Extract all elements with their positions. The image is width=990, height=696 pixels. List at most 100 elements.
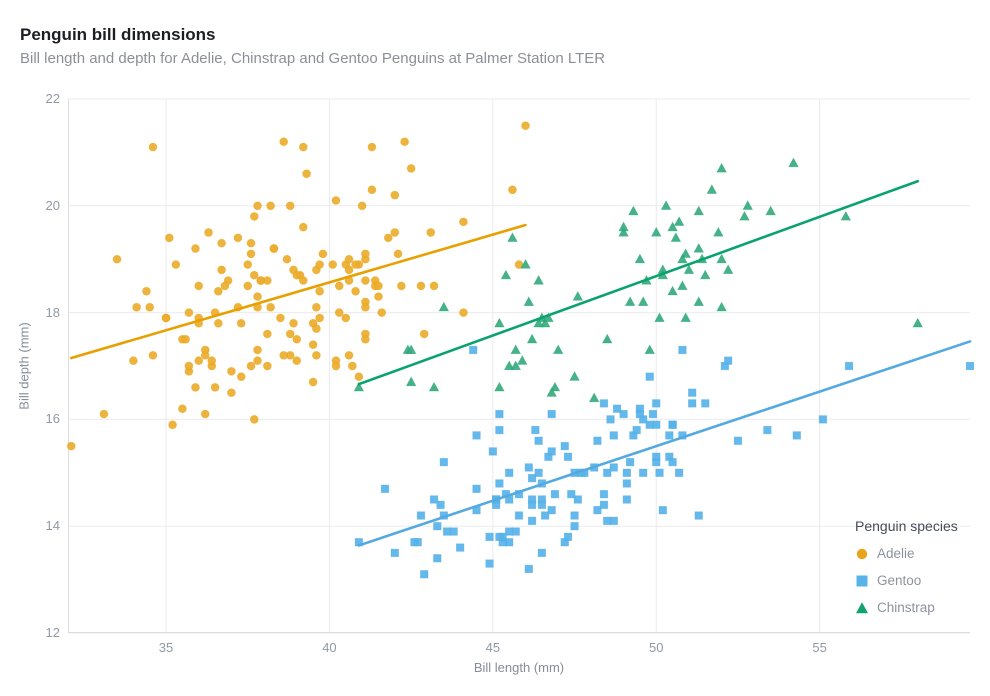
data-point-adelie[interactable] bbox=[246, 249, 256, 259]
data-point-chinstrap[interactable] bbox=[634, 253, 646, 264]
data-point-gentoo[interactable] bbox=[456, 543, 465, 552]
data-point-gentoo[interactable] bbox=[763, 425, 772, 435]
data-point-adelie[interactable] bbox=[308, 377, 318, 387]
data-point-adelie[interactable] bbox=[148, 142, 158, 152]
data-point-gentoo[interactable] bbox=[606, 415, 615, 424]
data-point-adelie[interactable] bbox=[263, 329, 272, 339]
data-point-adelie[interactable] bbox=[200, 409, 210, 419]
data-point-adelie[interactable] bbox=[406, 164, 416, 173]
data-point-adelie[interactable] bbox=[298, 142, 308, 152]
data-point-gentoo[interactable] bbox=[416, 511, 426, 520]
data-point-chinstrap[interactable] bbox=[552, 344, 564, 355]
data-point-adelie[interactable] bbox=[191, 383, 200, 392]
data-point-gentoo[interactable] bbox=[573, 495, 582, 504]
data-point-chinstrap[interactable] bbox=[739, 210, 750, 221]
data-point-gentoo[interactable] bbox=[570, 522, 579, 531]
data-point-adelie[interactable] bbox=[312, 350, 321, 360]
data-point-chinstrap[interactable] bbox=[667, 285, 678, 296]
data-point-gentoo[interactable] bbox=[540, 511, 550, 520]
data-point-chinstrap[interactable] bbox=[693, 205, 705, 216]
data-point-gentoo[interactable] bbox=[603, 468, 612, 477]
data-point-chinstrap[interactable] bbox=[722, 264, 734, 274]
data-point-adelie[interactable] bbox=[396, 281, 406, 291]
data-point-chinstrap[interactable] bbox=[588, 392, 600, 403]
data-point-adelie[interactable] bbox=[312, 302, 321, 312]
data-point-gentoo[interactable] bbox=[433, 554, 442, 563]
data-point-chinstrap[interactable] bbox=[788, 157, 799, 168]
data-point-gentoo[interactable] bbox=[524, 564, 533, 574]
data-point-gentoo[interactable] bbox=[619, 409, 628, 419]
data-point-chinstrap[interactable] bbox=[912, 317, 924, 328]
data-point-chinstrap[interactable] bbox=[510, 360, 522, 371]
data-point-gentoo[interactable] bbox=[612, 404, 622, 413]
data-point-adelie[interactable] bbox=[351, 286, 360, 296]
data-point-adelie[interactable] bbox=[393, 249, 403, 259]
data-point-gentoo[interactable] bbox=[701, 399, 710, 408]
data-point-chinstrap[interactable] bbox=[494, 381, 505, 392]
data-point-adelie[interactable] bbox=[344, 254, 354, 264]
data-point-gentoo[interactable] bbox=[648, 409, 658, 419]
data-point-gentoo[interactable] bbox=[622, 495, 631, 504]
data-point-gentoo[interactable] bbox=[547, 447, 556, 456]
data-point-gentoo[interactable] bbox=[635, 409, 645, 419]
data-point-gentoo[interactable] bbox=[609, 463, 618, 472]
data-point-adelie[interactable] bbox=[285, 329, 295, 339]
data-point-gentoo[interactable] bbox=[488, 447, 498, 456]
plot-canvas[interactable] bbox=[66, 98, 975, 634]
data-point-adelie[interactable] bbox=[289, 318, 298, 328]
data-point-chinstrap[interactable] bbox=[353, 381, 365, 392]
data-point-gentoo[interactable] bbox=[439, 457, 448, 467]
data-point-adelie[interactable] bbox=[459, 308, 468, 317]
data-point-adelie[interactable] bbox=[253, 201, 262, 211]
data-point-chinstrap[interactable] bbox=[624, 296, 636, 306]
data-point-adelie[interactable] bbox=[390, 228, 400, 237]
data-point-adelie[interactable] bbox=[298, 222, 308, 232]
data-point-gentoo[interactable] bbox=[472, 431, 481, 440]
data-point-gentoo[interactable] bbox=[792, 431, 801, 440]
data-point-chinstrap[interactable] bbox=[693, 296, 705, 306]
data-point-adelie[interactable] bbox=[328, 260, 338, 269]
data-point-adelie[interactable] bbox=[249, 415, 259, 424]
data-point-adelie[interactable] bbox=[361, 276, 370, 285]
data-point-adelie[interactable] bbox=[253, 345, 262, 355]
data-point-adelie[interactable] bbox=[194, 281, 204, 291]
data-point-gentoo[interactable] bbox=[537, 548, 547, 558]
data-point-gentoo[interactable] bbox=[560, 538, 569, 547]
data-point-gentoo[interactable] bbox=[550, 490, 560, 499]
data-point-adelie[interactable] bbox=[416, 281, 426, 291]
data-point-gentoo[interactable] bbox=[652, 452, 661, 461]
data-point-gentoo[interactable] bbox=[655, 468, 664, 477]
data-point-gentoo[interactable] bbox=[668, 420, 677, 429]
data-point-chinstrap[interactable] bbox=[680, 312, 691, 322]
data-point-adelie[interactable] bbox=[129, 356, 138, 366]
data-point-adelie[interactable] bbox=[344, 265, 354, 275]
data-point-chinstrap[interactable] bbox=[670, 232, 682, 242]
data-point-adelie[interactable] bbox=[390, 190, 400, 200]
data-point-gentoo[interactable] bbox=[625, 457, 635, 467]
data-point-adelie[interactable] bbox=[318, 249, 328, 259]
data-point-gentoo[interactable] bbox=[694, 511, 703, 520]
data-point-gentoo[interactable] bbox=[495, 479, 504, 488]
data-point-adelie[interactable] bbox=[266, 302, 275, 312]
data-point-gentoo[interactable] bbox=[965, 361, 975, 371]
data-point-gentoo[interactable] bbox=[511, 527, 520, 536]
data-point-chinstrap[interactable] bbox=[526, 333, 538, 344]
data-point-chinstrap[interactable] bbox=[569, 371, 580, 381]
data-point-gentoo[interactable] bbox=[665, 431, 674, 440]
data-point-gentoo[interactable] bbox=[534, 436, 543, 445]
data-point-gentoo[interactable] bbox=[534, 468, 543, 477]
data-point-adelie[interactable] bbox=[253, 292, 262, 301]
data-point-adelie[interactable] bbox=[249, 212, 259, 221]
data-point-adelie[interactable] bbox=[292, 270, 302, 280]
data-point-gentoo[interactable] bbox=[527, 516, 537, 526]
data-point-chinstrap[interactable] bbox=[405, 376, 417, 387]
data-point-adelie[interactable] bbox=[285, 201, 295, 211]
data-point-chinstrap[interactable] bbox=[601, 333, 613, 344]
data-point-chinstrap[interactable] bbox=[533, 274, 544, 285]
data-point-adelie[interactable] bbox=[374, 281, 383, 291]
data-point-gentoo[interactable] bbox=[469, 345, 478, 355]
data-point-gentoo[interactable] bbox=[652, 399, 661, 408]
data-point-gentoo[interactable] bbox=[505, 468, 514, 477]
data-point-chinstrap[interactable] bbox=[428, 381, 440, 392]
data-point-gentoo[interactable] bbox=[514, 511, 524, 520]
